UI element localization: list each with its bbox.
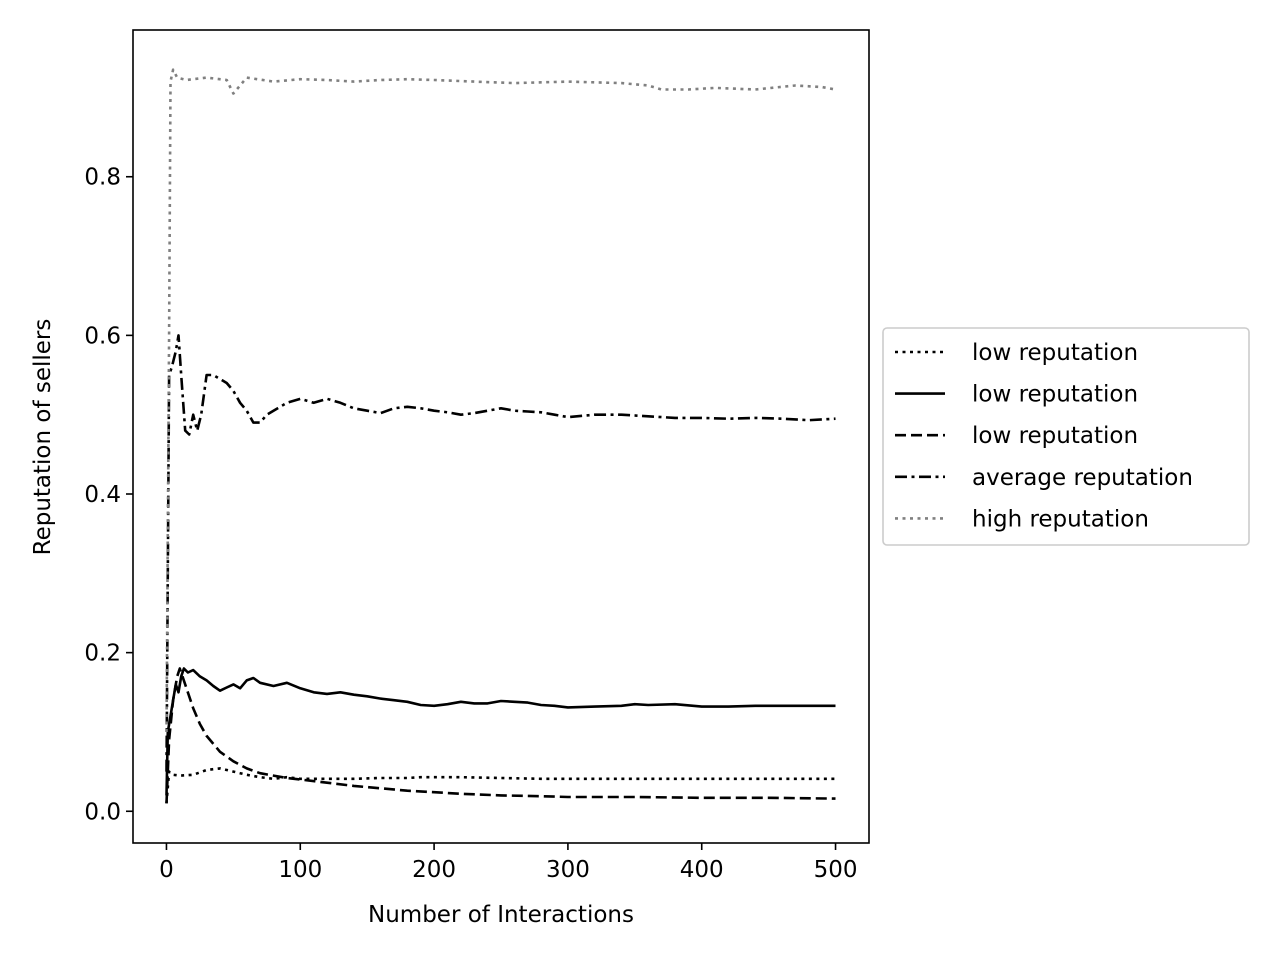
y-tick-label: 0.6 xyxy=(84,323,121,349)
legend-label-5: high reputation xyxy=(972,506,1149,532)
legend-label-3: low reputation xyxy=(972,423,1138,449)
legend: low reputation low reputation low reputati… xyxy=(882,327,1250,546)
x-tick-label: 300 xyxy=(546,857,590,883)
y-axis-label: Reputation of sellers xyxy=(30,319,56,556)
legend-label-1: low reputation xyxy=(972,340,1138,366)
x-tick-label: 400 xyxy=(680,857,724,883)
x-tick-label: 500 xyxy=(814,857,858,883)
x-tick-label: 100 xyxy=(278,857,322,883)
y-tick-label: 0.4 xyxy=(84,482,121,508)
x-tick-label: 0 xyxy=(159,857,174,883)
series-line-5 xyxy=(165,68,836,733)
x-axis: 0 100 200 300 400 500 xyxy=(159,843,857,883)
series-line-2 xyxy=(165,667,836,796)
y-tick-label: 0.2 xyxy=(84,641,121,667)
x-tick-label: 200 xyxy=(412,857,456,883)
series-line-1 xyxy=(165,767,836,804)
x-axis-label: Number of Interactions xyxy=(368,902,634,928)
y-tick-label: 0.8 xyxy=(84,165,121,191)
legend-label-4: average reputation xyxy=(972,465,1193,491)
series-layer xyxy=(165,68,836,804)
legend-label-2: low reputation xyxy=(972,382,1138,408)
y-axis: 0.0 0.2 0.4 0.6 0.8 xyxy=(84,165,133,825)
plot-frame xyxy=(132,29,870,844)
series-line-4 xyxy=(165,334,836,772)
y-tick-label: 0.0 xyxy=(84,799,121,825)
legend-box xyxy=(882,327,1250,546)
series-line-3 xyxy=(165,667,836,804)
